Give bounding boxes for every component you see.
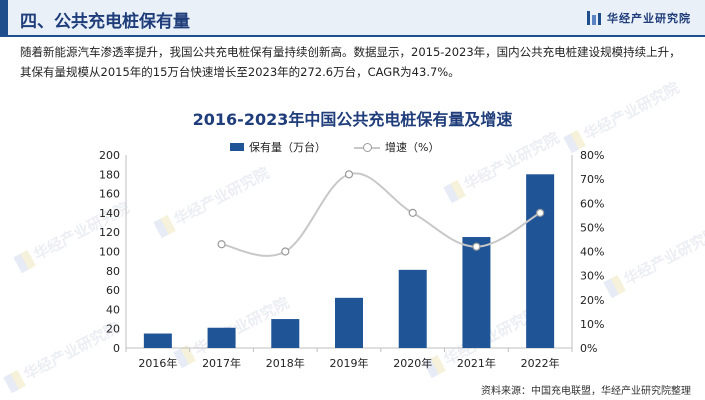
legend-line-swatch xyxy=(354,142,380,152)
legend-label-bar: 保有量（万台） xyxy=(249,141,326,154)
y-right-tick-label: 10% xyxy=(580,318,604,331)
x-tick-label: 2020年 xyxy=(393,356,432,370)
growth-point xyxy=(536,208,545,217)
chart-legend: 保有量（万台） 增速（%） xyxy=(230,139,439,155)
growth-point xyxy=(408,208,417,217)
y-left-tick-label: 80 xyxy=(106,265,120,278)
brand-name: 华经产业研究院 xyxy=(607,12,691,25)
brand-logo-icon xyxy=(587,11,601,25)
bar xyxy=(398,269,427,348)
y-right-tick-label: 60% xyxy=(580,197,604,210)
y-left-tick-label: 120 xyxy=(99,226,120,239)
growth-point xyxy=(281,247,290,256)
legend-label-line: 增速（%） xyxy=(385,141,440,154)
intro-paragraph: 随着新能源汽车渗透率提升，我国公共充电桩保有量持续创新高。数据显示，2015-2… xyxy=(20,45,681,79)
bar xyxy=(143,333,172,348)
y-right-tick-label: 70% xyxy=(580,173,604,186)
y-left-tick-label: 160 xyxy=(99,188,120,201)
legend-item-line: 增速（%） xyxy=(354,139,439,155)
y-right-tick-label: 0% xyxy=(580,342,597,355)
y-right-tick-label: 30% xyxy=(580,270,604,283)
growth-line xyxy=(221,172,541,257)
y-left-tick-label: 0 xyxy=(113,342,120,355)
y-right-tick-label: 80% xyxy=(580,149,604,162)
legend-bar-swatch xyxy=(230,143,244,151)
bar xyxy=(207,327,236,348)
chart-title: 2016-2023年中国公共充电桩保有量及增速 xyxy=(192,110,513,129)
x-tick-label: 2017年 xyxy=(202,356,241,370)
x-tick-label: 2018年 xyxy=(266,356,305,370)
bar xyxy=(271,319,300,348)
y-left-tick-label: 140 xyxy=(99,207,120,220)
bar xyxy=(526,174,555,348)
header-accent xyxy=(0,0,8,37)
y-right-tick-label: 40% xyxy=(580,246,604,259)
y-left-tick-label: 200 xyxy=(99,149,120,162)
bar xyxy=(462,237,491,348)
y-right-tick-label: 20% xyxy=(580,294,604,307)
legend-item-bar: 保有量（万台） xyxy=(230,139,326,155)
section-title: 四、公共充电桩保有量 xyxy=(20,12,190,32)
y-left-tick-label: 100 xyxy=(99,246,120,259)
growth-point xyxy=(472,242,481,251)
x-tick-label: 2021年 xyxy=(457,356,496,370)
header-rule xyxy=(0,35,705,37)
header-bar: 四、公共充电桩保有量 华经产业研究院 xyxy=(0,0,705,37)
growth-point xyxy=(344,170,354,179)
y-left-tick-label: 60 xyxy=(106,284,120,297)
y-right-tick-label: 50% xyxy=(580,221,604,234)
y-left-tick-label: 20 xyxy=(106,323,120,336)
growth-point xyxy=(217,240,226,249)
x-tick-label: 2022年 xyxy=(521,356,560,370)
y-left-tick-label: 180 xyxy=(99,168,120,181)
x-tick-label: 2019年 xyxy=(330,356,369,370)
x-tick-label: 2016年 xyxy=(138,356,177,370)
bar xyxy=(335,297,363,348)
y-left-tick-label: 40 xyxy=(106,303,120,316)
source-note: 资料来源：中国充电联盟，华经产业研究院整理 xyxy=(481,386,691,397)
brand: 华经产业研究院 xyxy=(587,10,691,26)
